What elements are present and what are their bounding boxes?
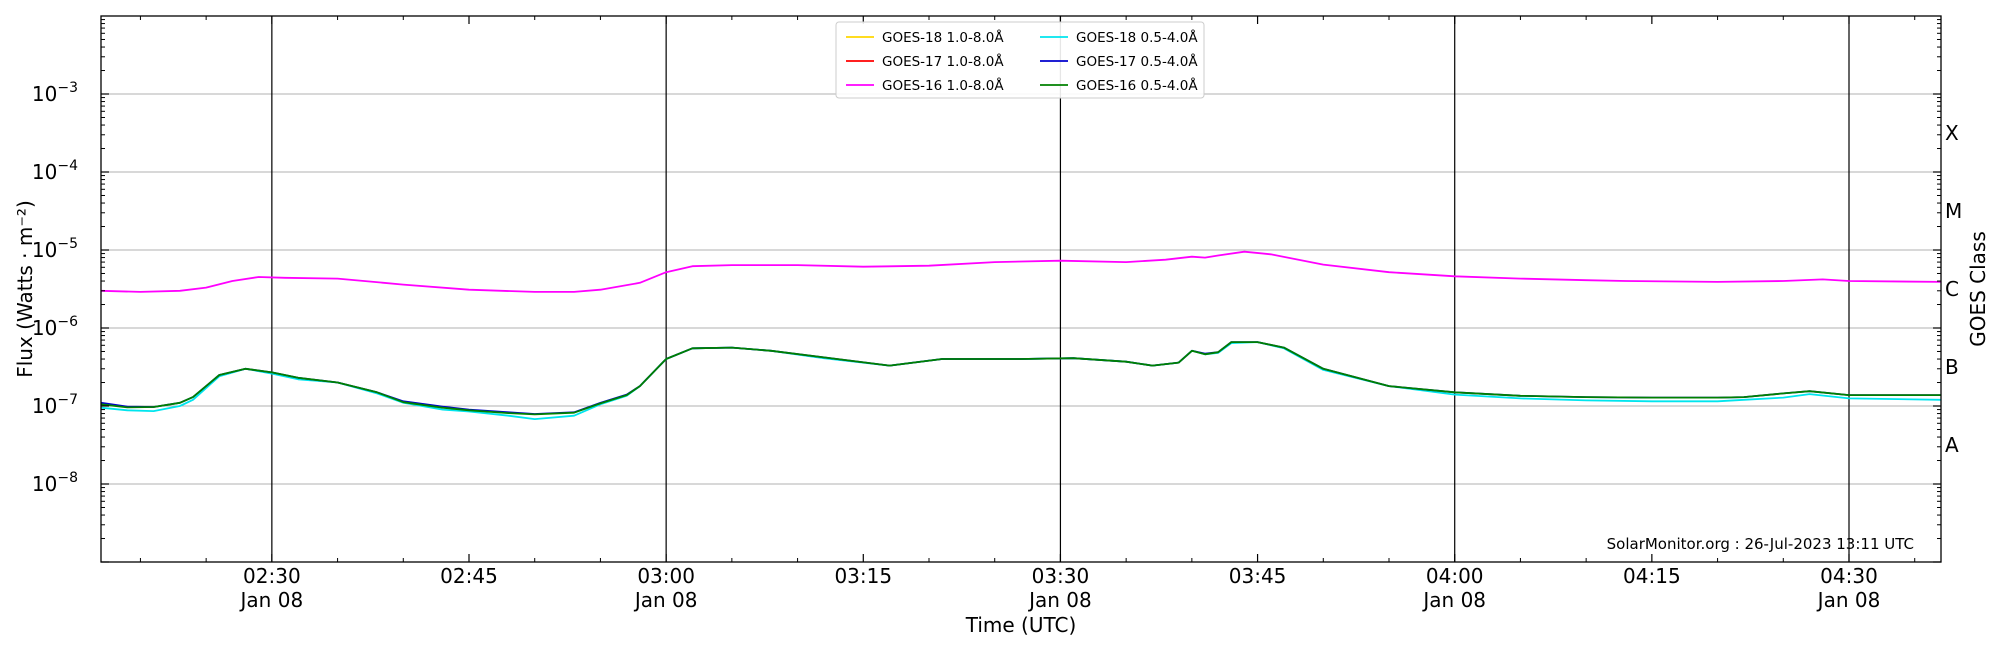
plot-frame [100, 15, 1942, 563]
series-line [100, 341, 1941, 416]
x-tick-label: 03:45 [1229, 564, 1287, 588]
x-tick-label: 02:30 [243, 564, 301, 588]
legend-label: GOES-16 0.5-4.0Å [1076, 77, 1198, 94]
x-tick-label: 03:15 [834, 564, 892, 588]
series-line [100, 250, 1942, 293]
y-axis-title: Flux (Watts · m⁻²) [13, 200, 37, 378]
x-tick-date-label: Jan 08 [239, 588, 304, 612]
x-tick-label: 02:45 [440, 564, 498, 588]
y-tick-label: 10−4 [32, 158, 78, 184]
y-tick-label: 10−8 [32, 470, 78, 496]
x-tick-label: 04:00 [1426, 564, 1484, 588]
goes-class-axis-title: GOES Class [1966, 231, 1990, 347]
goes-class-label: B [1945, 355, 1959, 379]
legend-label: GOES-16 1.0-8.0Å [882, 77, 1004, 94]
y-tick-label: 10−3 [32, 80, 78, 106]
x-tick-label: 04:15 [1623, 564, 1681, 588]
x-tick-label: 03:00 [637, 564, 695, 588]
x-tick-date-label: Jan 08 [1816, 588, 1881, 612]
goes-class-label: A [1945, 433, 1959, 457]
legend-label: GOES-18 1.0-8.0Å [882, 29, 1004, 46]
x-tick-date-label: Jan 08 [633, 588, 698, 612]
goes-class-label: M [1945, 199, 1962, 223]
x-tick-label: 04:30 [1820, 564, 1878, 588]
legend-label: GOES-17 0.5-4.0Å [1076, 53, 1198, 70]
x-tick-date-label: Jan 08 [1421, 588, 1486, 612]
x-axis-title: Time (UTC) [965, 613, 1077, 637]
legend: GOES-18 1.0-8.0Å GOES-17 1.0-8.0Å GOES-16 … [835, 21, 1205, 99]
y-tick-label: 10−6 [32, 314, 78, 340]
y-tick-label: 10−7 [32, 392, 78, 418]
legend-label: GOES-17 1.0-8.0Å [882, 53, 1004, 70]
axis-ticks [101, 16, 1941, 563]
goes-class-label: X [1945, 121, 1959, 145]
x-tick-date-label: Jan 08 [1027, 588, 1092, 612]
goes-class-label: C [1945, 277, 1959, 301]
y-tick-label: 10−5 [32, 236, 78, 262]
credit-text: SolarMonitor.org : 26-Jul-2023 13:11 UTC [1607, 535, 1914, 553]
legend-box [835, 21, 1205, 99]
x-tick-label: 03:30 [1032, 564, 1090, 588]
legend-label: GOES-18 0.5-4.0Å [1076, 29, 1198, 46]
series-lines [100, 250, 1942, 421]
